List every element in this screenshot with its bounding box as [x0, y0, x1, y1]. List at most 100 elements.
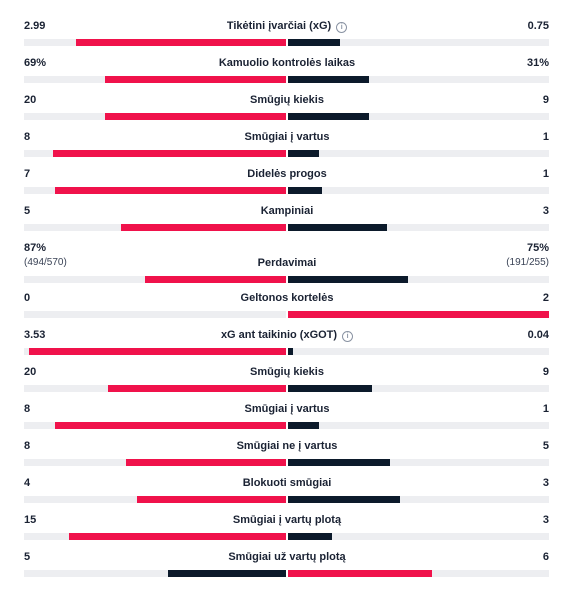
stat-label-text: Smūgių kiekis: [250, 366, 324, 378]
away-bar-track: [288, 224, 549, 231]
home-bar-fill: [53, 150, 286, 157]
away-bar-track: [288, 348, 549, 355]
away-value: 3: [542, 477, 549, 489]
stat-row: 69% 31% Kamuolio kontrolės laikas: [0, 57, 568, 94]
away-bar-fill: [288, 76, 369, 83]
away-value: 9: [542, 94, 549, 106]
stat-label-text: Smūgiai į vartų plotą: [232, 514, 342, 526]
home-bar-track: [24, 76, 286, 83]
home-value: 0: [24, 292, 31, 304]
home-value: 8: [24, 131, 31, 143]
stat-row: 8 1 Smūgiai į vartus: [0, 131, 568, 168]
stat-row: 8 5 Smūgiai ne į vartus: [0, 440, 568, 477]
away-value: 75%: [526, 242, 549, 254]
stat-label: Perdavimai: [100, 257, 474, 270]
away-bar-fill: [288, 113, 369, 120]
away-bar-fill: [288, 224, 387, 231]
home-value: 2.99: [24, 20, 46, 32]
stat-label: Smūgių kiekis: [100, 366, 474, 379]
info-icon[interactable]: i: [342, 331, 354, 342]
away-value: 31%: [526, 57, 549, 69]
home-value: 69%: [24, 57, 47, 69]
stat-label-text: Smūgiai už vartų plotą: [228, 551, 346, 563]
away-value: 2: [542, 292, 549, 304]
stat-label: Kampiniai: [100, 205, 474, 218]
stat-label: Smūgiai į vartus: [100, 403, 474, 416]
stat-row: 0 2 Geltonos kortelės: [0, 292, 568, 329]
home-bar-fill: [126, 459, 286, 466]
home-bar-track: [24, 224, 286, 231]
home-value: 15: [24, 514, 37, 526]
away-bar-fill: [288, 496, 400, 503]
home-value: 20: [24, 94, 37, 106]
home-bar-fill: [168, 570, 286, 577]
stat-label-text: Geltonos kortelės: [240, 292, 334, 304]
away-bar-track: [288, 113, 549, 120]
stat-label-text: Smūgiai ne į vartus: [236, 440, 338, 452]
away-bar-track: [288, 570, 549, 577]
stat-label: Blokuoti smūgiai: [100, 477, 474, 490]
stat-label-text: Smūgiai į vartus: [244, 131, 330, 143]
stat-label: Smūgiai į vartus: [100, 131, 474, 144]
away-bar-track: [288, 385, 549, 392]
stat-row: 15 3 Smūgiai į vartų plotą: [0, 514, 568, 551]
away-bar-fill: [288, 385, 372, 392]
stat-label: Smūgiai už vartų plotą: [100, 551, 474, 564]
home-value: 7: [24, 168, 31, 180]
info-icon[interactable]: i: [336, 22, 348, 33]
away-value: 6: [542, 551, 549, 563]
away-value: 0.75: [527, 20, 549, 32]
home-value: 87%: [24, 242, 47, 254]
stat-label-text: Tikėtini įvarčiai (xG): [226, 20, 332, 32]
home-value: 4: [24, 477, 31, 489]
stat-row: 8 1 Smūgiai į vartus: [0, 403, 568, 440]
home-bar-track: [24, 39, 286, 46]
stat-label-text: Smūgiai į vartus: [244, 403, 330, 415]
away-bar-fill: [288, 533, 332, 540]
away-bar-fill: [288, 459, 390, 466]
stat-label-text: Didelės progos: [247, 168, 327, 180]
home-bar-fill: [105, 76, 286, 83]
home-bar-track: [24, 570, 286, 577]
home-bar-track: [24, 459, 286, 466]
away-bar-track: [288, 39, 549, 46]
stat-row: 3.53 0.04 xG ant taikinio (xGOT) i: [0, 329, 568, 366]
away-bar-track: [288, 459, 549, 466]
stat-label-text: Blokuoti smūgiai: [242, 477, 332, 489]
away-bar-track: [288, 533, 549, 540]
home-bar-fill: [55, 187, 286, 194]
away-bar-fill: [288, 150, 319, 157]
stat-row: 2.99 0.75 Tikėtini įvarčiai (xG) i: [0, 20, 568, 57]
stat-label: Didelės progos: [100, 168, 474, 181]
stat-row: 5 6 Smūgiai už vartų plotą: [0, 551, 568, 588]
away-bar-fill: [288, 422, 319, 429]
away-value: 1: [542, 168, 549, 180]
stat-row: 7 1 Didelės progos: [0, 168, 568, 205]
away-bar-track: [288, 76, 549, 83]
home-value: 5: [24, 205, 31, 217]
away-bar-fill: [288, 276, 408, 283]
away-bar-track: [288, 496, 549, 503]
away-bar-track: [288, 150, 549, 157]
stat-row: 87% 75% (494/570) (191/255) Perdavimai: [0, 242, 568, 283]
home-bar-fill: [69, 533, 286, 540]
home-value: 8: [24, 403, 31, 415]
home-bar-fill: [29, 348, 286, 355]
stat-label-text: xG ant taikinio (xGOT): [220, 329, 338, 341]
away-bar-track: [288, 422, 549, 429]
stat-label-text: Perdavimai: [257, 257, 317, 269]
home-bar-fill: [105, 113, 286, 120]
home-bar-track: [24, 150, 286, 157]
stat-label: Smūgiai ne į vartus: [100, 440, 474, 453]
away-value: 5: [542, 440, 549, 452]
stat-label: xG ant taikinio (xGOT) i: [100, 329, 474, 342]
home-bar-track: [24, 496, 286, 503]
home-bar-track: [24, 422, 286, 429]
away-bar-fill: [288, 570, 432, 577]
home-bar-track: [24, 311, 286, 318]
away-bar-track: [288, 276, 549, 283]
away-value: 1: [542, 131, 549, 143]
away-bar-fill: [288, 348, 293, 355]
home-bar-fill: [137, 496, 286, 503]
